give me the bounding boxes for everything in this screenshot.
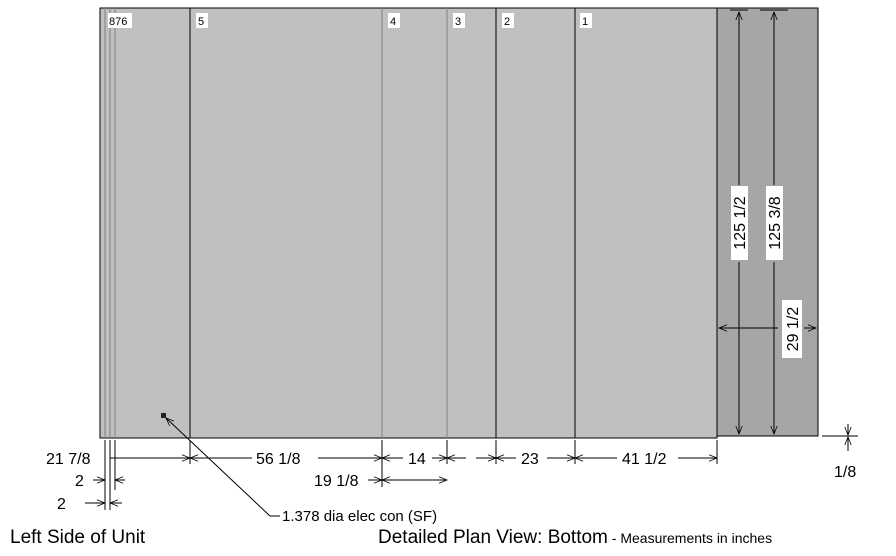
section-label-876: 876 [109,16,127,28]
dimension-small [85,480,125,503]
section-dividers [104,8,576,438]
unit-body [99,7,718,439]
dim-23: 23 [521,451,539,468]
dim-21-7-8: 21 7/8 [46,451,91,468]
left-side-caption: Left Side of Unit [10,527,146,548]
dim-125-3-8: 125 3/8 [767,196,784,249]
drawing-title-main: Detailed Plan View: Bottom [378,527,608,548]
dim-14: 14 [408,451,426,468]
section-label-4: 4 [390,16,396,28]
dim-56-1-8: 56 1/8 [256,451,301,468]
dim-2-a: 2 [75,473,84,490]
section-label-1: 1 [582,16,588,28]
section-label-3: 3 [455,16,461,28]
dim-41-1-2: 41 1/2 [622,451,667,468]
drawing-title-subtitle: - Measurements in inches [607,530,773,546]
section-label-5: 5 [198,16,204,28]
dim-2-b: 2 [57,496,66,513]
callout-elec-connection: 1.378 dia elec con (SF) [282,508,437,525]
dim-19-1-8: 19 1/8 [314,473,359,490]
dim-29-1-2: 29 1/2 [785,307,802,352]
section-labels: 876 5 4 3 2 1 [108,13,592,28]
dimension-vertical [719,9,858,451]
callout-leader [166,418,280,517]
elec-connection-marker [161,413,166,418]
dim-1-8: 1/8 [834,464,856,481]
drawing-title: Detailed Plan View: Bottom - Measurement… [378,527,772,549]
dim-125-1-2: 125 1/2 [732,196,749,249]
section-label-2: 2 [504,16,510,28]
